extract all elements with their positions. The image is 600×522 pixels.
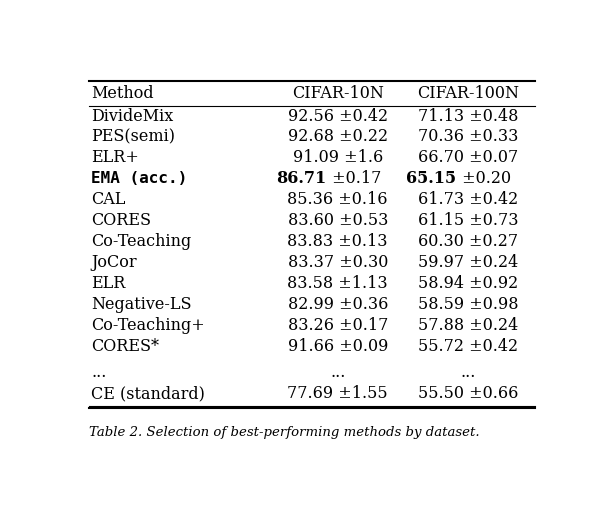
Text: 83.58 ±1.13: 83.58 ±1.13 [287,275,388,292]
Text: CORES*: CORES* [91,338,159,354]
Text: 86.71: 86.71 [276,170,326,187]
Text: ...: ... [91,364,107,382]
Text: 83.37 ±0.30: 83.37 ±0.30 [287,254,388,271]
Text: Co-Teaching: Co-Teaching [91,233,191,250]
Text: 61.73 ±0.42: 61.73 ±0.42 [418,191,518,208]
Text: 55.72 ±0.42: 55.72 ±0.42 [418,338,518,354]
Text: JoCor: JoCor [91,254,137,271]
Text: Negative-LS: Negative-LS [91,295,192,313]
Text: ...: ... [460,364,476,382]
Text: 58.59 ±0.98: 58.59 ±0.98 [418,295,518,313]
Text: Method: Method [91,85,154,102]
Text: 83.26 ±0.17: 83.26 ±0.17 [287,317,388,334]
Text: 71.13 ±0.48: 71.13 ±0.48 [418,108,518,125]
Text: CIFAR-100N: CIFAR-100N [417,85,519,102]
Text: 92.68 ±0.22: 92.68 ±0.22 [287,128,388,146]
Text: 92.56 ±0.42: 92.56 ±0.42 [287,108,388,125]
Text: 55.50 ±0.66: 55.50 ±0.66 [418,385,518,402]
Text: 58.94 ±0.92: 58.94 ±0.92 [418,275,518,292]
Text: 77.69 ±1.55: 77.69 ±1.55 [287,385,388,402]
Text: 85.36 ±0.16: 85.36 ±0.16 [287,191,388,208]
Text: 61.15 ±0.73: 61.15 ±0.73 [418,212,518,229]
Text: CE (standard): CE (standard) [91,385,205,402]
Text: ELR: ELR [91,275,125,292]
Text: Table 2. Selection of best-performing methods by dataset.: Table 2. Selection of best-performing me… [89,426,479,440]
Text: 57.88 ±0.24: 57.88 ±0.24 [418,317,518,334]
Text: 82.99 ±0.36: 82.99 ±0.36 [287,295,388,313]
Text: ±0.17: ±0.17 [327,170,382,187]
Text: 70.36 ±0.33: 70.36 ±0.33 [418,128,518,146]
Text: 83.83 ±0.13: 83.83 ±0.13 [287,233,388,250]
Text: 60.30 ±0.27: 60.30 ±0.27 [418,233,518,250]
Text: CAL: CAL [91,191,125,208]
Text: CIFAR-10N: CIFAR-10N [292,85,383,102]
Text: Co-Teaching+: Co-Teaching+ [91,317,205,334]
Text: DivideMix: DivideMix [91,108,173,125]
Text: ...: ... [330,364,346,382]
Text: 91.09 ±1.6: 91.09 ±1.6 [293,149,383,167]
Text: 65.15: 65.15 [406,170,456,187]
Text: CORES: CORES [91,212,151,229]
Text: ±0.20: ±0.20 [457,170,511,187]
Text: 66.70 ±0.07: 66.70 ±0.07 [418,149,518,167]
Text: 91.66 ±0.09: 91.66 ±0.09 [287,338,388,354]
Text: EMA (acc.): EMA (acc.) [91,171,188,186]
Text: 83.60 ±0.53: 83.60 ±0.53 [287,212,388,229]
Text: PES(semi): PES(semi) [91,128,175,146]
Text: ELR+: ELR+ [91,149,139,167]
Text: 59.97 ±0.24: 59.97 ±0.24 [418,254,518,271]
